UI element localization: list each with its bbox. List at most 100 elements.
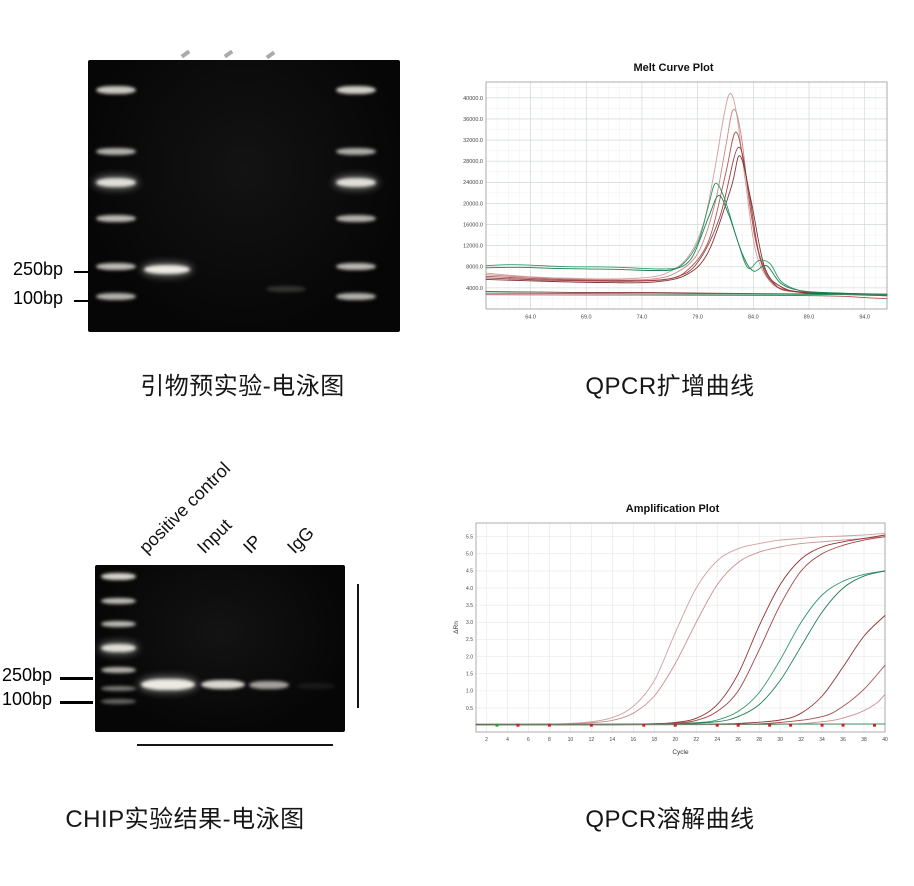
- x-tick-label: 32: [798, 737, 804, 743]
- marker-point: [841, 723, 845, 727]
- marker-tick-line: [74, 271, 88, 273]
- x-tick-label: 94.0: [859, 315, 870, 321]
- x-axis-label: Cycle: [672, 749, 689, 756]
- gel-band: [101, 644, 136, 652]
- gel-band: [96, 148, 136, 155]
- x-tick-label: 40: [882, 737, 888, 743]
- lane-label-ip: IP: [239, 531, 266, 558]
- gel-band: [141, 679, 195, 690]
- y-tick-label: 8000.0: [466, 265, 483, 271]
- cropped-lane-label-mark: [180, 49, 191, 59]
- marker-point: [736, 723, 740, 727]
- gel-band: [101, 573, 136, 580]
- gel-band: [336, 293, 376, 300]
- marker-tick-line: [60, 677, 93, 680]
- lane-label-input: Input: [193, 514, 236, 558]
- y-tick-label: 4.0: [466, 586, 473, 592]
- y-tick-label: 1.0: [466, 689, 473, 695]
- x-tick-label: 89.0: [804, 315, 815, 321]
- gel-band: [297, 683, 335, 689]
- caption-chip-gel: CHIP实验结果-电泳图: [65, 806, 305, 833]
- y-tick-label: 40000.0: [463, 96, 483, 102]
- curve: [475, 536, 886, 726]
- y-tick-label: 28000.0: [463, 159, 483, 165]
- x-tick-label: 6: [527, 737, 530, 743]
- gel-image-chip-result: [95, 565, 345, 732]
- x-tick-label: 2: [485, 737, 488, 743]
- curve: [485, 155, 888, 296]
- curve: [475, 536, 886, 725]
- size-marker-label-250bp: 250bp: [13, 259, 64, 279]
- gel-band: [144, 265, 190, 274]
- bracket-line-vertical: [357, 584, 359, 708]
- marker-point: [642, 723, 646, 727]
- x-tick-label: 26: [735, 737, 741, 743]
- y-tick-label: 4.5: [466, 569, 473, 575]
- size-marker-label-250bp: 250bp: [2, 665, 53, 685]
- gel-band: [96, 215, 136, 222]
- marker-tick-line: [74, 300, 88, 302]
- curve: [475, 615, 886, 726]
- gel-band: [96, 293, 136, 300]
- y-tick-label: 36000.0: [463, 117, 483, 123]
- x-tick-label: 14: [610, 737, 616, 743]
- y-tick-label: 1.5: [466, 672, 473, 678]
- curve: [475, 664, 886, 726]
- x-tick-label: 8: [548, 737, 551, 743]
- x-tick-label: 36: [840, 737, 846, 743]
- x-tick-label: 20: [672, 737, 678, 743]
- y-tick-label: 2.5: [466, 637, 473, 643]
- marker-point: [516, 723, 520, 727]
- x-tick-label: 69.0: [581, 315, 592, 321]
- gel-band: [101, 621, 136, 627]
- y-tick-label: 2.0: [466, 654, 473, 660]
- plot-border: [485, 81, 888, 310]
- marker-tick-line: [60, 701, 93, 704]
- gel-band: [249, 681, 289, 689]
- gel-band: [96, 178, 136, 187]
- y-tick-label: 12000.0: [463, 244, 483, 250]
- marker-point: [495, 723, 499, 727]
- x-tick-label: 64.0: [525, 315, 536, 321]
- marker-point: [673, 723, 677, 727]
- size-marker-label-100bp: 100bp: [13, 288, 64, 308]
- x-tick-label: 74.0: [637, 315, 648, 321]
- melt-curve-chart: 64.0 69.0 74.0 79.0 84.0 89.0 94.0 4000.0 8000.0…: [463, 81, 888, 321]
- gel-band: [201, 680, 245, 689]
- amplification-plot-panel: Amplification Plot 2 4 6 8 10 12 14 16 18 20 22 24 2…: [450, 503, 895, 756]
- y-tick-label: 0.5: [466, 706, 473, 712]
- cropped-lane-label-mark: [265, 50, 276, 60]
- marker-point: [768, 723, 772, 727]
- curve: [475, 532, 886, 725]
- curve: [475, 534, 886, 726]
- x-tick-label: 18: [652, 737, 658, 743]
- y-tick-label: 3.0: [466, 620, 473, 626]
- gel-image-primer-test: [88, 60, 400, 332]
- gel-band: [96, 263, 136, 270]
- amplification-plot-title: Amplification Plot: [625, 503, 720, 515]
- curve: [485, 182, 888, 295]
- marker-point: [789, 723, 793, 727]
- gel-band: [336, 263, 376, 270]
- curve: [485, 294, 888, 300]
- size-marker-label-100bp: 100bp: [2, 689, 53, 709]
- x-tick-label: 22: [693, 737, 699, 743]
- y-axis-label: ΔRn: [453, 621, 460, 634]
- gel-band: [266, 286, 306, 292]
- y-tick-label: 5.0: [466, 552, 473, 558]
- gel-band: [96, 86, 136, 94]
- caption-primer-gel: 引物预实验-电泳图: [140, 373, 345, 400]
- y-tick-label: 16000.0: [463, 222, 483, 228]
- gel-band: [101, 667, 136, 673]
- underline-lanes: [137, 744, 333, 746]
- lane-label-igg: IgG: [283, 522, 318, 558]
- y-tick-label: 20000.0: [463, 201, 483, 207]
- x-tick-label: 79.0: [692, 315, 703, 321]
- x-tick-label: 12: [589, 737, 595, 743]
- amplification-chart: 2 4 6 8 10 12 14 16 18 20 22 24 26 28 30 32 34 36 38 400.51…: [453, 522, 888, 756]
- x-tick-label: 28: [756, 737, 762, 743]
- gel-band: [336, 178, 376, 187]
- x-tick-label: 24: [714, 737, 720, 743]
- curve: [475, 693, 886, 726]
